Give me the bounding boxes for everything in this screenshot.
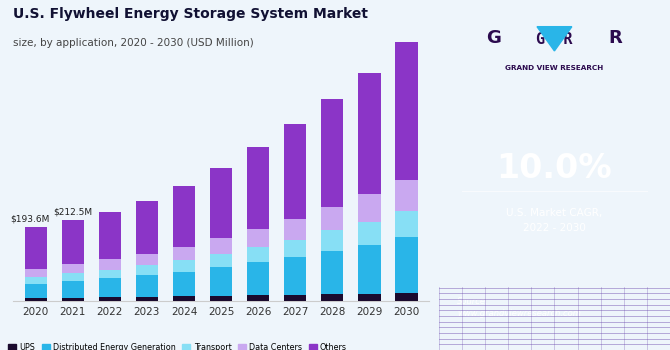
Bar: [25, 269, 47, 277]
Text: U.S. Flywheel Energy Storage System Market: U.S. Flywheel Energy Storage System Mark…: [13, 7, 368, 21]
Bar: [321, 230, 344, 251]
Bar: [210, 168, 232, 238]
Text: $193.6M: $193.6M: [11, 215, 50, 224]
Bar: [25, 228, 47, 269]
Bar: [62, 220, 84, 264]
Text: $212.5M: $212.5M: [53, 208, 92, 217]
Bar: [136, 265, 158, 275]
Bar: [358, 294, 381, 301]
Bar: [247, 147, 269, 229]
Bar: [284, 124, 306, 219]
Bar: [136, 275, 158, 297]
Bar: [321, 294, 344, 301]
Bar: [25, 284, 47, 298]
Bar: [210, 296, 232, 301]
Bar: [98, 278, 121, 297]
Legend: UPS, Distributed Energy Generation, Transport, Data Centers, Others: UPS, Distributed Energy Generation, Tran…: [5, 340, 350, 350]
Bar: [210, 238, 232, 254]
Bar: [247, 295, 269, 301]
Bar: [173, 272, 195, 296]
Bar: [247, 247, 269, 262]
Bar: [173, 260, 195, 272]
Bar: [358, 222, 381, 245]
Text: R: R: [608, 29, 622, 48]
Text: U.S. Market CAGR,
2022 - 2030: U.S. Market CAGR, 2022 - 2030: [507, 208, 602, 233]
Bar: [25, 298, 47, 301]
Bar: [98, 270, 121, 278]
Bar: [173, 247, 195, 260]
Bar: [358, 73, 381, 195]
Bar: [247, 229, 269, 247]
Bar: [284, 257, 306, 295]
Polygon shape: [537, 27, 572, 51]
Bar: [321, 206, 344, 230]
Bar: [284, 219, 306, 239]
Bar: [321, 251, 344, 294]
Bar: [25, 277, 47, 284]
Bar: [395, 237, 417, 293]
Bar: [395, 211, 417, 237]
Bar: [173, 186, 195, 247]
Bar: [98, 259, 121, 270]
Text: G▼ R: G▼ R: [536, 31, 573, 46]
Text: G: G: [486, 29, 501, 48]
Bar: [173, 296, 195, 301]
Bar: [62, 264, 84, 273]
Bar: [395, 180, 417, 211]
Bar: [98, 212, 121, 259]
Bar: [136, 254, 158, 265]
Text: 10.0%: 10.0%: [496, 152, 612, 184]
Text: Source:
www.grandviewresearch.com: Source: www.grandviewresearch.com: [458, 297, 581, 318]
Bar: [136, 297, 158, 301]
Bar: [395, 42, 417, 180]
Bar: [247, 262, 269, 295]
Bar: [62, 281, 84, 297]
Bar: [62, 273, 84, 281]
Text: GRAND VIEW RESEARCH: GRAND VIEW RESEARCH: [505, 65, 604, 71]
Bar: [284, 295, 306, 301]
Bar: [358, 195, 381, 222]
Bar: [321, 99, 344, 206]
Bar: [210, 254, 232, 267]
Bar: [358, 245, 381, 294]
Bar: [62, 298, 84, 301]
Bar: [98, 297, 121, 301]
Bar: [395, 293, 417, 301]
Bar: [210, 267, 232, 296]
Text: size, by application, 2020 - 2030 (USD Million): size, by application, 2020 - 2030 (USD M…: [13, 38, 254, 49]
Bar: [284, 239, 306, 257]
Bar: [136, 201, 158, 254]
